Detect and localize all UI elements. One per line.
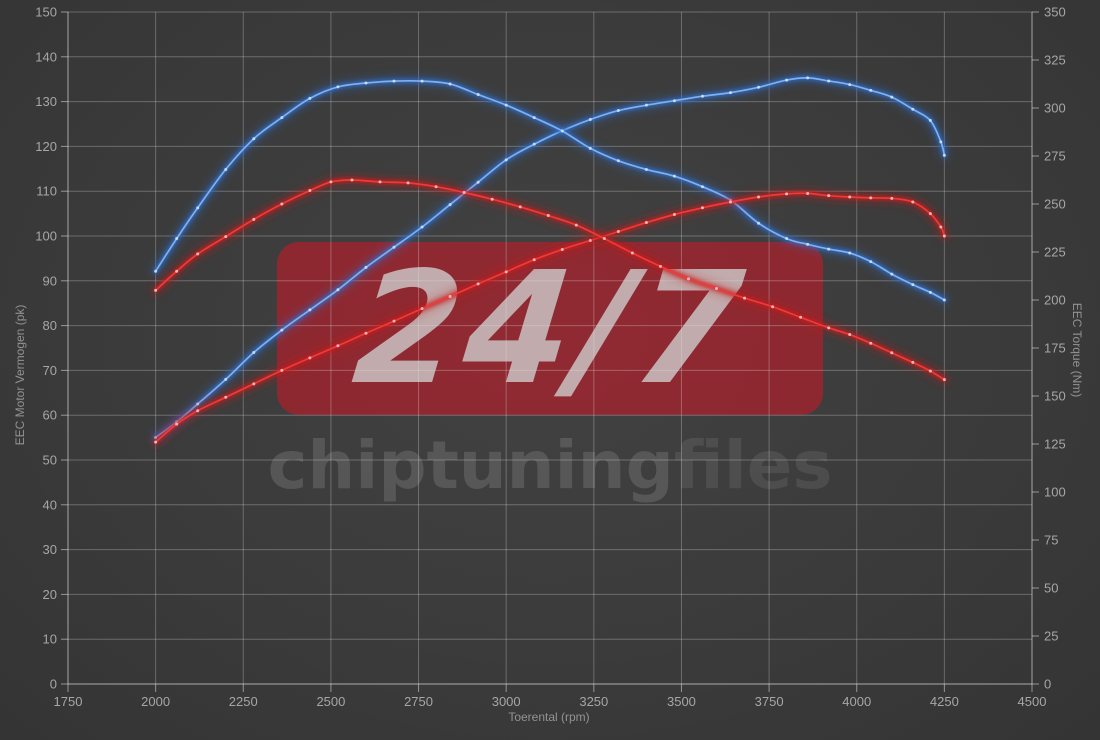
svg-text:2750: 2750 (404, 694, 433, 709)
svg-text:250: 250 (1044, 197, 1066, 212)
svg-text:75: 75 (1044, 533, 1058, 548)
svg-text:4500: 4500 (1018, 694, 1047, 709)
svg-text:150: 150 (1044, 389, 1066, 404)
svg-text:70: 70 (43, 363, 57, 378)
svg-text:4250: 4250 (930, 694, 959, 709)
svg-text:2500: 2500 (316, 694, 345, 709)
series-tuned-power-pk (151, 73, 949, 443)
svg-text:100: 100 (1044, 485, 1066, 500)
svg-text:200: 200 (1044, 293, 1066, 308)
svg-text:50: 50 (43, 453, 57, 468)
svg-text:80: 80 (43, 318, 57, 333)
svg-text:300: 300 (1044, 101, 1066, 116)
svg-text:125: 125 (1044, 437, 1066, 452)
watermark-brand-bold: chiptuning (267, 426, 674, 504)
svg-text:100: 100 (35, 229, 57, 244)
svg-text:120: 120 (35, 139, 57, 154)
svg-text:225: 225 (1044, 245, 1066, 260)
svg-text:10: 10 (43, 632, 57, 647)
watermark-brand: chiptuning files (264, 428, 835, 503)
svg-text:140: 140 (35, 49, 57, 64)
svg-text:30: 30 (43, 542, 57, 557)
svg-text:275: 275 (1044, 149, 1066, 164)
dyno-curves (151, 73, 949, 447)
svg-text:20: 20 (43, 587, 57, 602)
svg-text:1750: 1750 (54, 694, 83, 709)
x-axis-title: Toerental (rpm) (508, 710, 590, 724)
svg-text:25: 25 (1044, 629, 1058, 644)
watermark-brand-light: files (673, 426, 833, 504)
svg-text:110: 110 (36, 184, 57, 199)
gridlines (68, 11, 1032, 684)
svg-text:3000: 3000 (492, 694, 521, 709)
svg-text:90: 90 (43, 273, 57, 288)
svg-text:130: 130 (35, 94, 57, 109)
svg-text:150: 150 (35, 5, 57, 20)
svg-text:50: 50 (1044, 581, 1058, 596)
y-axis-left-title: EEC Motor Vermogen (pk) (13, 304, 27, 446)
svg-text:4000: 4000 (842, 694, 871, 709)
svg-text:2250: 2250 (229, 694, 258, 709)
axes (61, 11, 1039, 692)
series-tuned-torque-nm (151, 76, 949, 305)
tick-labels: 1750 2000 2250 2500 2750 3000 3250 3500 3750 4000… (35, 5, 1065, 710)
svg-text:175: 175 (1044, 341, 1066, 356)
svg-text:3500: 3500 (667, 694, 696, 709)
svg-text:40: 40 (43, 497, 57, 512)
svg-text:3750: 3750 (755, 694, 784, 709)
series-stock-power-pk (151, 188, 949, 447)
svg-text:2000: 2000 (141, 694, 170, 709)
svg-text:0: 0 (50, 677, 57, 692)
svg-text:60: 60 (43, 408, 57, 423)
svg-text:0: 0 (1044, 677, 1051, 692)
svg-text:325: 325 (1044, 53, 1066, 68)
y-axis-right-title: EEC Torque (Nm) (1070, 302, 1084, 398)
svg-text:3250: 3250 (579, 694, 608, 709)
series-stock-torque-nm (151, 175, 949, 385)
svg-text:350: 350 (1044, 5, 1066, 20)
